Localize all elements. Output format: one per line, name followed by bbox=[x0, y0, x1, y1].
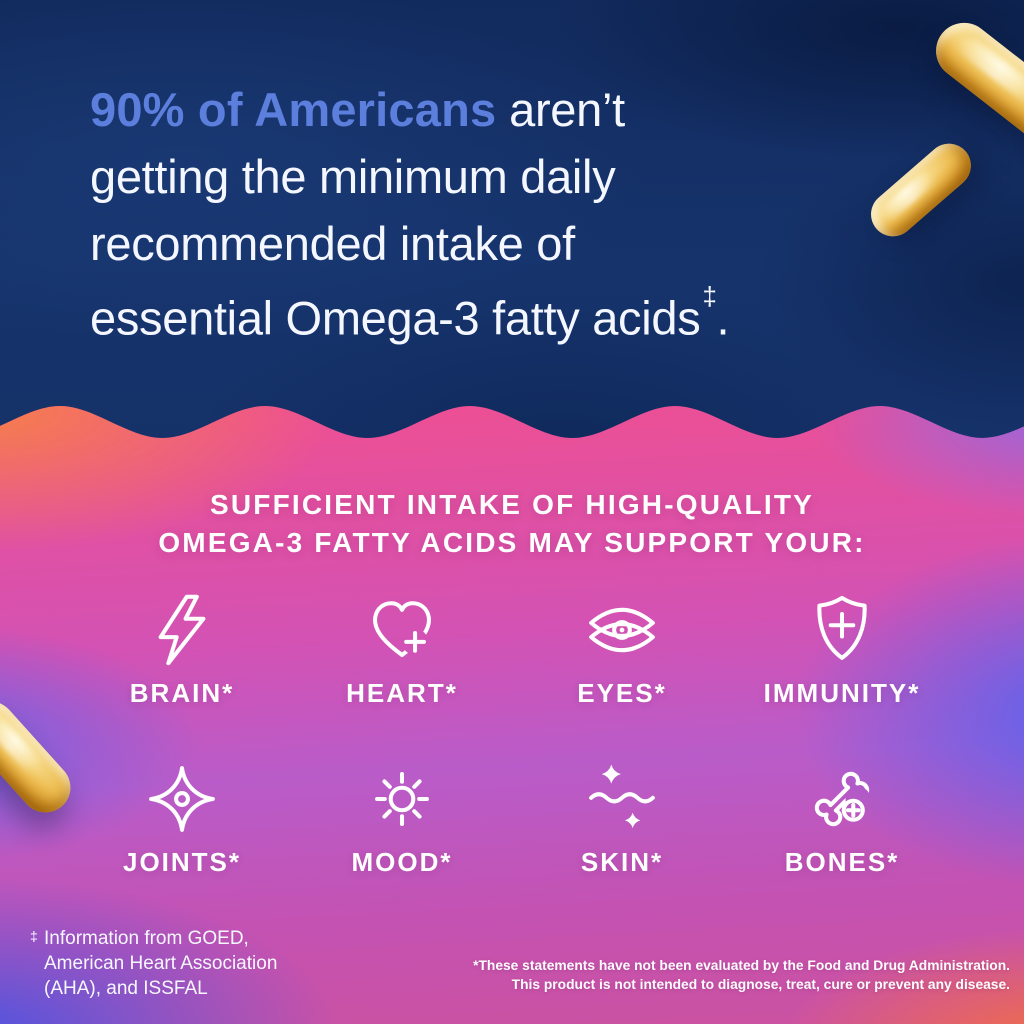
benefit-skin: SKIN* bbox=[512, 761, 732, 878]
fda-disclaimer-line-2: This product is not intended to diagnose… bbox=[511, 977, 1010, 992]
dagger-footnote-marker: ‡ bbox=[30, 928, 38, 944]
gradient-section bbox=[0, 400, 1024, 1024]
section-heading-line-1: SUFFICIENT INTAKE OF HIGH-QUALITY bbox=[209, 489, 815, 520]
headline-line-3: recommended intake of bbox=[90, 217, 575, 270]
lightning-bolt-icon bbox=[144, 592, 220, 668]
heart-plus-icon bbox=[364, 592, 440, 668]
wave-sparkles-icon bbox=[584, 761, 660, 837]
source-footnote-line-3: (AHA), and ISSFAL bbox=[44, 978, 208, 999]
dagger-footnote-marker: ‡ bbox=[702, 283, 717, 312]
headline: 90% of Americans aren’t getting the mini… bbox=[90, 76, 940, 352]
shield-plus-icon bbox=[804, 592, 880, 668]
headline-line-2: getting the minimum daily bbox=[90, 150, 616, 203]
sun-icon bbox=[364, 761, 440, 837]
benefit-label: JOINTS* bbox=[122, 847, 242, 877]
benefit-joints: JOINTS* bbox=[72, 761, 292, 878]
source-footnote-line-2: American Heart Association bbox=[44, 953, 278, 974]
fda-disclaimer: *These statements have not been evaluate… bbox=[390, 956, 1010, 994]
eye-icon bbox=[584, 592, 660, 668]
benefit-label: MOOD* bbox=[351, 847, 453, 877]
hero-navy-band: 90% of Americans aren’t getting the mini… bbox=[0, 0, 1024, 470]
benefits-grid: BRAIN* HEART* EYES* bbox=[72, 592, 952, 878]
bone-plus-icon bbox=[804, 761, 880, 837]
benefit-label: IMMUNITY* bbox=[763, 678, 921, 708]
headline-line-1: 90% of Americans aren’t bbox=[90, 76, 940, 143]
benefit-heart: HEART* bbox=[292, 592, 512, 709]
headline-line-1-rest: aren’t bbox=[496, 83, 625, 136]
headline-highlight: 90% of Americans bbox=[90, 83, 497, 136]
benefit-label: EYES* bbox=[577, 678, 667, 708]
benefit-immunity: IMMUNITY* bbox=[732, 592, 952, 709]
benefit-bones: BONES* bbox=[732, 761, 952, 878]
benefit-label: BONES* bbox=[784, 847, 900, 877]
four-point-star-icon bbox=[144, 761, 220, 837]
benefit-mood: MOOD* bbox=[292, 761, 512, 878]
benefit-brain: BRAIN* bbox=[72, 592, 292, 709]
source-footnote-line-1: Information from GOED, bbox=[44, 928, 249, 949]
benefit-label: HEART* bbox=[346, 678, 458, 708]
benefit-eyes: EYES* bbox=[512, 592, 732, 709]
source-footnote: ‡ Information from GOED, American Heart … bbox=[30, 926, 374, 1001]
headline-line-4: essential Omega-3 fatty acids‡. bbox=[90, 283, 730, 345]
fda-disclaimer-line-1: *These statements have not been evaluate… bbox=[473, 958, 1010, 973]
benefit-label: BRAIN* bbox=[129, 678, 235, 708]
section-heading-line-2: OMEGA-3 FATTY ACIDS MAY SUPPORT YOUR: bbox=[158, 527, 866, 558]
section-heading: SUFFICIENT INTAKE OF HIGH-QUALITY OMEGA-… bbox=[0, 486, 1024, 562]
benefit-label: SKIN* bbox=[580, 847, 664, 877]
